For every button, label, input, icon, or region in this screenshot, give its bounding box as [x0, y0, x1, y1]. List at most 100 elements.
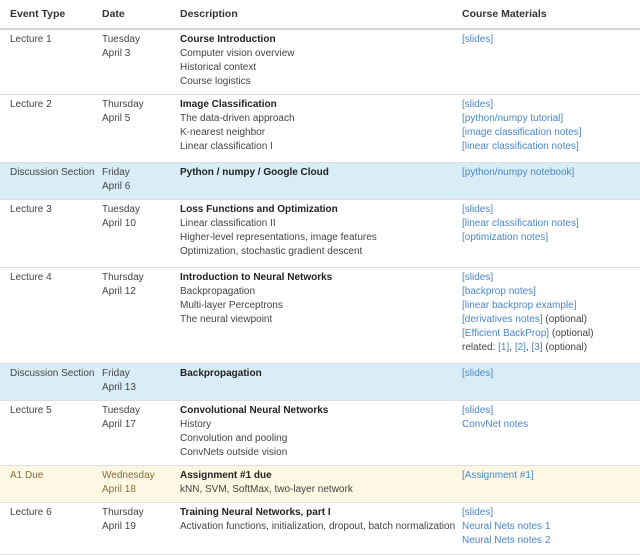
event-type-cell: A1 Due — [0, 465, 102, 503]
description-item: Multi-layer Perceptrons — [180, 300, 283, 311]
material-link[interactable]: [slides] — [462, 507, 494, 518]
event-date: April 3 — [102, 48, 131, 59]
material-link[interactable]: [2] — [514, 342, 526, 353]
description-item: Convolution and pooling — [180, 433, 288, 444]
event-type-cell: Lecture 3 — [0, 199, 102, 268]
event-title: Training Neural Networks, part I — [180, 507, 331, 518]
material-link[interactable]: Neural Nets notes 2 — [462, 535, 551, 546]
event-type: Lecture 5 — [10, 405, 52, 416]
material-link[interactable]: [derivatives notes] — [462, 314, 543, 325]
material-link[interactable]: [python/numpy notebook] — [462, 167, 575, 178]
material-link[interactable]: [linear classification notes] — [462, 218, 579, 229]
materials-cell: [slides] Neural Nets notes 1 Neural Nets n… — [462, 502, 640, 555]
description-item: Computer vision overview — [180, 48, 295, 59]
event-date: April 19 — [102, 521, 136, 532]
material-item: [slides] — [462, 271, 640, 285]
event-date: April 13 — [102, 382, 136, 393]
material-link[interactable]: [slides] — [462, 405, 494, 416]
description-cell: Course Introduction Computer vision overv… — [180, 29, 462, 95]
material-link[interactable]: [linear backprop example] — [462, 300, 577, 311]
event-type-cell: Lecture 4 — [0, 267, 102, 364]
material-link[interactable]: [optimization notes] — [462, 232, 549, 243]
event-date: April 10 — [102, 218, 136, 229]
date-cell: Friday April 6 — [102, 162, 180, 200]
materials-cell: [Assignment #1] — [462, 465, 640, 503]
schedule-row: Discussion Section Friday April 6 Python / … — [0, 162, 640, 200]
material-link[interactable]: [linear classification notes] — [462, 141, 579, 152]
description-cell: Convolutional Neural Networks History Conv… — [180, 400, 462, 466]
event-title: Backpropagation — [180, 368, 262, 379]
description-item: Activation functions, initialization, dr… — [180, 521, 456, 532]
date-cell: Tuesday April 10 — [102, 199, 180, 268]
schedule-row: Lecture 4 Thursday April 12 Introduction to… — [0, 267, 640, 364]
material-item: [slides] — [462, 203, 640, 217]
schedule-row: Lecture 6 Thursday April 19 Training Neural… — [0, 502, 640, 555]
event-date: April 17 — [102, 419, 136, 430]
materials-cell: [slides] — [462, 29, 640, 95]
material-item: [python/numpy notebook] — [462, 166, 640, 180]
material-link[interactable]: [slides] — [462, 99, 494, 110]
material-link[interactable]: [Assignment #1] — [462, 470, 534, 481]
materials-cell: [slides] [linear classification notes] [op… — [462, 199, 640, 268]
date-cell: Tuesday April 17 — [102, 400, 180, 466]
event-title: Image Classification — [180, 99, 277, 110]
material-link[interactable]: [backprop notes] — [462, 286, 536, 297]
material-link[interactable]: [python/numpy tutorial] — [462, 113, 564, 124]
event-title: Course Introduction — [180, 34, 276, 45]
material-link[interactable]: [Efficient BackProp] — [462, 328, 550, 339]
header-row: Event Type Date Description Course Mater… — [0, 0, 640, 30]
description-item: kNN, SVM, SoftMax, two-layer network — [180, 484, 353, 495]
material-item: [Assignment #1] — [462, 469, 640, 483]
material-item: [linear classification notes] — [462, 140, 640, 154]
date-cell: Tuesday April 3 — [102, 29, 180, 95]
header-date: Date — [102, 0, 180, 30]
description-cell: Backpropagation — [180, 363, 462, 401]
material-prefix: related: — [462, 342, 499, 353]
material-suffix: (optional) — [542, 314, 588, 325]
event-type: Lecture 3 — [10, 204, 52, 215]
description-item: Historical context — [180, 62, 257, 73]
material-link[interactable]: [slides] — [462, 272, 494, 283]
material-item: [slides] — [462, 367, 640, 381]
event-date: April 12 — [102, 286, 136, 297]
materials-cell: [python/numpy notebook] — [462, 162, 640, 200]
event-type: Discussion Section — [10, 167, 95, 178]
material-link[interactable]: [slides] — [462, 204, 494, 215]
material-item: [slides] — [462, 404, 640, 418]
header-description: Description — [180, 0, 462, 30]
materials-cell: [slides] [python/numpy tutorial] [image cl… — [462, 94, 640, 163]
material-item: Neural Nets notes 2 — [462, 534, 640, 548]
description-cell: Introduction to Neural Networks Backpropa… — [180, 267, 462, 364]
description-item: The data-driven approach — [180, 113, 295, 124]
material-link[interactable]: [3] — [531, 342, 543, 353]
description-item: Linear classification I — [180, 141, 273, 152]
date-cell: Thursday April 5 — [102, 94, 180, 163]
material-link[interactable]: Neural Nets notes 1 — [462, 521, 551, 532]
material-link[interactable]: [slides] — [462, 368, 494, 379]
description-item: Optimization, stochastic gradient descen… — [180, 246, 363, 257]
description-cell: Loss Functions and Optimization Linear cl… — [180, 199, 462, 268]
material-item: [linear classification notes] — [462, 217, 640, 231]
material-item: [linear backprop example] — [462, 299, 640, 313]
description-cell: Python / numpy / Google Cloud — [180, 162, 462, 200]
material-link[interactable]: [1] — [498, 342, 510, 353]
event-day: Tuesday — [102, 405, 140, 416]
event-title: Introduction to Neural Networks — [180, 272, 333, 283]
event-type-cell: Lecture 1 — [0, 29, 102, 95]
description-item: Linear classification II — [180, 218, 276, 229]
event-type-cell: Lecture 5 — [0, 400, 102, 466]
event-type: Discussion Section — [10, 368, 95, 379]
date-cell: Thursday April 19 — [102, 502, 180, 555]
material-link[interactable]: ConvNet notes — [462, 419, 529, 430]
description-item: History — [180, 419, 212, 430]
date-cell: Friday April 13 — [102, 363, 180, 401]
description-cell: Image Classification The data-driven appr… — [180, 94, 462, 163]
header-course-materials: Course Materials — [462, 0, 640, 30]
material-link[interactable]: [slides] — [462, 34, 494, 45]
material-suffix: (optional) — [542, 342, 588, 353]
material-item: [derivatives notes] (optional) — [462, 313, 640, 327]
event-type: Lecture 4 — [10, 272, 52, 283]
material-link[interactable]: [image classification notes] — [462, 127, 582, 138]
materials-cell: [slides] — [462, 363, 640, 401]
